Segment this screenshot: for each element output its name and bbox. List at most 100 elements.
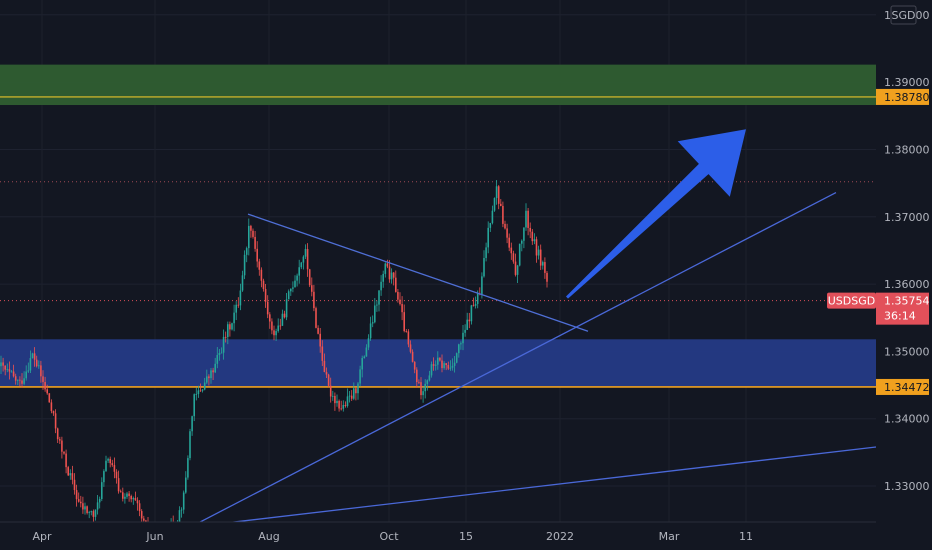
candle-body xyxy=(447,365,450,369)
candle-body xyxy=(502,205,504,224)
candle-body xyxy=(353,388,355,399)
candle-body xyxy=(134,498,137,501)
candle-body xyxy=(290,288,292,292)
bullish-arrow[interactable] xyxy=(566,129,746,299)
candle-body xyxy=(235,304,237,313)
candle-body xyxy=(397,291,399,300)
candle-body xyxy=(271,321,273,331)
candle-body xyxy=(273,330,275,336)
candle-body xyxy=(19,379,21,381)
resistance-price-tag xyxy=(876,88,929,105)
price-tick-label: 1.34000 xyxy=(884,413,930,426)
candle-body xyxy=(323,360,326,372)
currency-badge[interactable] xyxy=(890,5,917,25)
price-tick-label: 1.35000 xyxy=(884,345,930,358)
candle-body xyxy=(101,482,103,499)
candle-body xyxy=(10,371,13,373)
candle-body xyxy=(27,370,30,372)
candle-body xyxy=(48,393,51,403)
candle-body xyxy=(544,262,546,273)
time-tick-label: Jun xyxy=(145,530,163,543)
candle-body xyxy=(399,299,401,305)
candle-body xyxy=(365,347,368,357)
candle-body xyxy=(523,227,525,241)
candle-body xyxy=(46,389,48,394)
candle-body xyxy=(476,293,479,304)
candle-body xyxy=(386,263,389,267)
candle-body xyxy=(321,346,324,361)
candle-body xyxy=(227,324,229,338)
candle-body xyxy=(371,322,374,324)
last-price-tag xyxy=(876,292,929,325)
candle-body xyxy=(510,247,513,254)
candle-body xyxy=(413,361,416,370)
candle-body xyxy=(527,210,529,228)
candle-body xyxy=(346,396,349,406)
candle-body xyxy=(63,451,65,454)
time-axis[interactable]: Apr Jun Aug Oct 15 2022 Mar 11 xyxy=(0,521,876,550)
candle-body xyxy=(69,473,72,476)
support-price-label: 1.34472 xyxy=(884,381,930,394)
candle-body xyxy=(338,400,340,409)
candle-body xyxy=(212,370,214,373)
candle-body xyxy=(178,510,181,524)
descending-trendline[interactable] xyxy=(247,213,589,332)
candle-body xyxy=(4,365,6,370)
candle-body xyxy=(504,223,506,229)
candle-body xyxy=(441,360,443,369)
ascending-trendline[interactable] xyxy=(149,191,837,549)
time-axis-background xyxy=(0,522,876,550)
candle-body xyxy=(107,458,109,461)
candle-body xyxy=(109,458,111,464)
candle-body xyxy=(71,473,74,480)
candle-body xyxy=(539,249,542,266)
candle-body xyxy=(525,210,527,228)
candle-body xyxy=(325,371,328,375)
candle-body xyxy=(432,364,435,366)
candle-body xyxy=(285,299,288,318)
candle-body xyxy=(449,367,452,369)
candle-body xyxy=(348,395,351,397)
candle-body xyxy=(434,364,437,366)
candle-body xyxy=(140,511,143,519)
candle-body xyxy=(180,509,183,511)
candle-body xyxy=(464,329,466,333)
candle-body xyxy=(260,269,263,281)
candle-body xyxy=(12,371,15,377)
resistance-price-label: 1.38780 xyxy=(884,91,930,104)
candle-body xyxy=(537,249,540,256)
candle-body xyxy=(493,198,496,211)
time-tick-label: 2022 xyxy=(546,530,574,543)
candle-body xyxy=(279,325,282,327)
candle-body xyxy=(416,369,418,383)
candle-body xyxy=(241,275,244,291)
candle-body xyxy=(497,186,500,204)
candle-body xyxy=(437,357,439,365)
candle-body xyxy=(14,376,17,381)
candle-body xyxy=(422,391,424,396)
candle-body xyxy=(336,400,338,404)
candle-body xyxy=(210,370,212,379)
price-axis[interactable]: 1.400001.390001.380001.370001.360001.350… xyxy=(876,0,932,550)
candle-body xyxy=(222,336,225,353)
candle-body xyxy=(516,265,519,275)
candle-body xyxy=(52,411,55,414)
candle-body xyxy=(319,333,321,347)
candle-body xyxy=(506,228,508,238)
candle-body xyxy=(308,269,311,286)
candle-body xyxy=(8,369,11,372)
candle-body xyxy=(103,471,105,483)
candle-body xyxy=(17,379,19,381)
candle-body xyxy=(182,492,185,510)
candle-body xyxy=(252,230,254,237)
candle-body xyxy=(113,465,116,472)
candle-body xyxy=(300,262,303,268)
horizontal-levels xyxy=(0,96,876,388)
candle-body xyxy=(216,355,219,364)
candle-body xyxy=(487,227,489,248)
candle-body xyxy=(390,272,393,280)
candle-body xyxy=(33,353,36,360)
candle-body xyxy=(388,266,391,280)
candle-body xyxy=(115,471,118,479)
